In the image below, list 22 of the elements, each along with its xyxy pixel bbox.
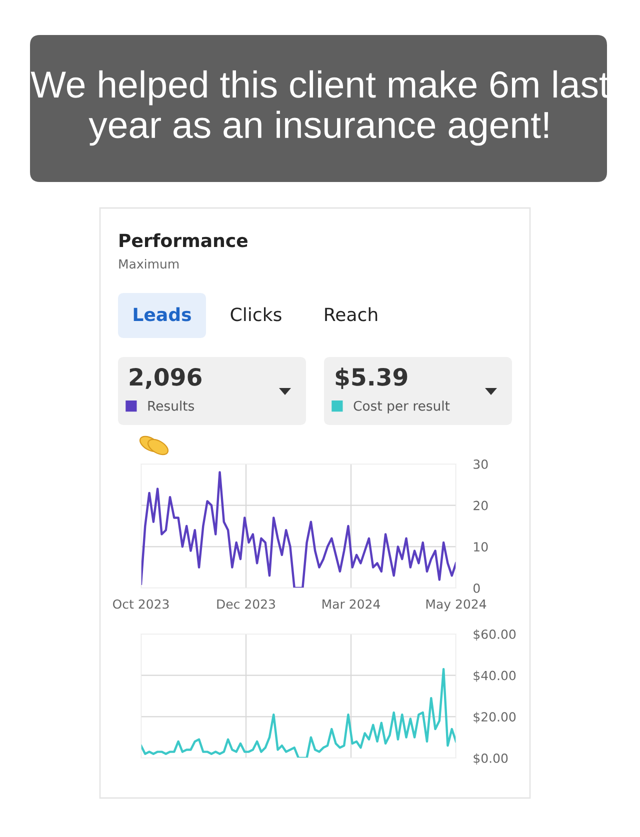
x-tick-label: Oct 2023	[113, 599, 169, 609]
y-tick-label: 30	[474, 459, 488, 469]
legend-label: Results	[148, 400, 194, 411]
x-tick-label: May 2024	[426, 599, 486, 612]
y-tick-label: 10	[474, 542, 488, 552]
y-tick-label: $40.00	[474, 670, 516, 682]
y-tick-label: 20	[474, 500, 488, 510]
y-tick-label: $0.00	[474, 753, 508, 765]
x-tick-label: Mar 2024	[322, 599, 380, 609]
x-tick-label: Dec 2023	[217, 599, 275, 609]
y-tick-label: $20.00	[474, 712, 516, 724]
chart-title: Performance	[120, 233, 248, 248]
chart-subtitle: Maximum	[119, 258, 179, 269]
y-tick-label: $60.00	[474, 629, 516, 641]
y-tick-label: 0	[473, 583, 480, 593]
text: 2,096	[130, 368, 202, 389]
text: Reach	[325, 307, 378, 322]
text: Leads	[134, 307, 191, 322]
text: We helped this client make 6m last year as an insurance agent!	[30, 70, 610, 146]
text: $5.39	[336, 368, 408, 389]
legend-label: Cost per result	[354, 400, 450, 414]
text: Clicks	[230, 307, 282, 322]
